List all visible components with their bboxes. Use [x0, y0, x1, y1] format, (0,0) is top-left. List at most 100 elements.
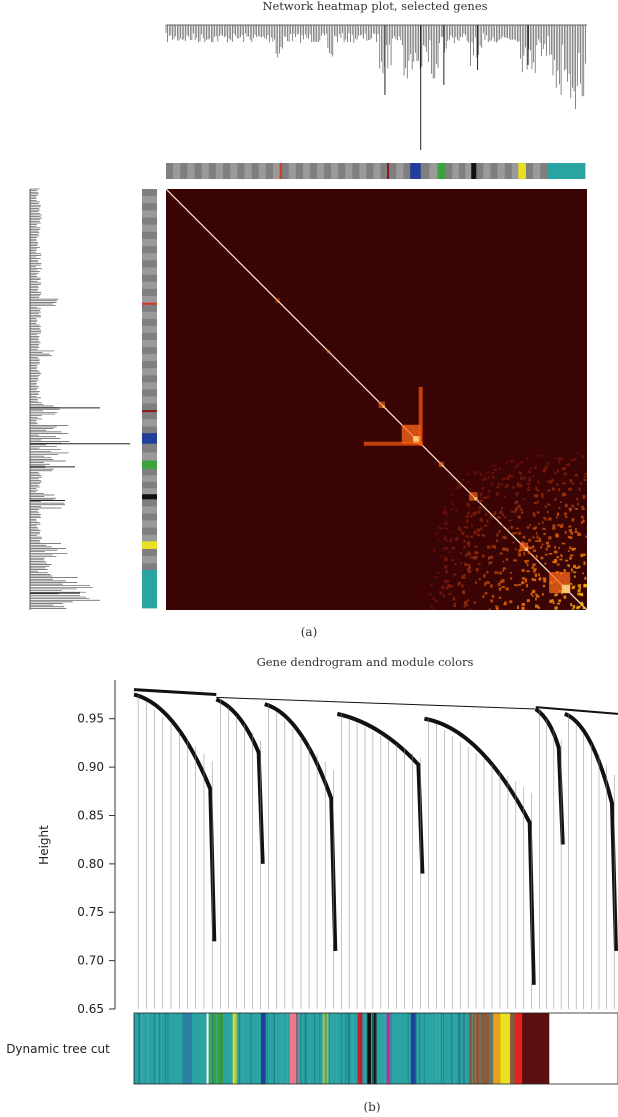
color-row-stripe [321, 1013, 323, 1084]
heatmap-cell [445, 512, 448, 515]
heatmap-cell [572, 605, 576, 609]
top-bar-segment [309, 163, 318, 179]
heatmap-cell [552, 524, 556, 528]
dendro-cluster [534, 707, 565, 845]
y-tick-label: 0.85 [77, 808, 104, 822]
heatmap-diagonal [166, 189, 587, 610]
color-row-stripe [234, 1013, 236, 1084]
heatmap-cell [472, 512, 476, 517]
heatmap-cell [467, 504, 470, 509]
heatmap-cell [506, 548, 509, 552]
heatmap-cell [555, 457, 558, 460]
color-row-stripe [156, 1013, 158, 1084]
y-tick-label: 0.75 [77, 905, 104, 919]
heatmap-cell [502, 567, 507, 570]
heatmap-cell [499, 586, 502, 589]
heatmap-cell [534, 466, 537, 470]
heatmap-cell [568, 564, 570, 568]
heatmap-module-block [519, 542, 529, 552]
color-row-stripe [423, 1013, 425, 1084]
heatmap-cell [527, 470, 530, 473]
heatmap-cell [464, 562, 468, 566]
heatmap-cell [543, 516, 546, 519]
color-row-segment [510, 1013, 516, 1084]
heatmap-cell [535, 486, 538, 490]
heatmap-cell [452, 597, 456, 601]
heatmap-cell [554, 471, 557, 475]
heatmap-cell [499, 510, 503, 514]
heatmap-cell [532, 578, 537, 582]
top-bar-segment [194, 163, 202, 179]
color-row-stripe [458, 1013, 459, 1084]
heatmap-cell [547, 503, 551, 506]
color-row-stripe [389, 1013, 391, 1084]
heatmap-cell [442, 510, 446, 515]
heatmap-cell [448, 593, 452, 596]
top-bar-segment [345, 163, 353, 179]
heatmap-cell [510, 526, 514, 529]
heatmap-cell [568, 529, 573, 532]
color-row-stripe [463, 1013, 465, 1084]
left-bar-segment [142, 570, 157, 609]
heatmap-cell [531, 566, 535, 569]
left-bar-segment [142, 361, 157, 369]
heatmap-cell [517, 515, 521, 518]
color-row-stripe [242, 1013, 243, 1084]
heatmap-cell [510, 571, 512, 574]
heatmap-cell [558, 506, 561, 509]
heatmap-cell [484, 474, 486, 477]
heatmap-cell [570, 568, 573, 572]
heatmap-cell [504, 484, 508, 489]
heatmap-cell [478, 506, 482, 510]
left-bar-segment [142, 318, 157, 327]
left-bar-segment [142, 304, 157, 313]
left-bar-segment [142, 426, 157, 434]
heatmap-module-block [275, 298, 280, 303]
top-bar-segment [389, 163, 397, 179]
top-bar-segment [445, 163, 453, 179]
heatmap-cell [506, 477, 509, 480]
heatmap-cell [480, 527, 483, 531]
top-bar-segment [251, 163, 260, 179]
heatmap-cell [446, 522, 448, 525]
y-axis-ticks: 0.65 0.70 0.75 0.80 0.85 0.90 0.95 [77, 712, 115, 1016]
top-bar-segment [410, 163, 422, 179]
heatmap-cell [533, 501, 537, 505]
heatmap-cell [546, 465, 548, 469]
heatmap-cell [532, 511, 535, 514]
color-row-stripe [422, 1013, 424, 1084]
heatmap-cell [536, 489, 540, 492]
left-bar-segment [142, 534, 157, 543]
heatmap-cell [445, 539, 449, 542]
heatmap-cell [526, 488, 531, 491]
heatmap-cell [571, 587, 575, 590]
heatmap-cell [456, 487, 461, 490]
heatmap-cell [515, 584, 518, 587]
y-tick-label: 0.80 [77, 857, 104, 871]
heatmap-cell [434, 599, 438, 603]
heatmap-cell [575, 567, 579, 569]
heatmap-cell [559, 457, 564, 461]
heatmap-cell [455, 487, 458, 490]
color-row-stripe [138, 1013, 139, 1084]
color-row-segment [362, 1013, 368, 1084]
heatmap-cell [559, 558, 563, 561]
top-bar-segment [366, 163, 374, 179]
heatmap-cell [577, 565, 581, 569]
heatmap-cell [532, 475, 534, 478]
left-bar-segment [142, 460, 157, 470]
color-row-stripe [441, 1013, 443, 1084]
color-row-stripe [243, 1013, 245, 1084]
color-row-stripe [479, 1013, 481, 1084]
heatmap-cell [549, 480, 553, 484]
heatmap-cell [553, 550, 558, 554]
color-row-stripe [250, 1013, 252, 1084]
heatmap-cell [571, 482, 575, 485]
heatmap-cell [536, 511, 540, 514]
heatmap-cell [441, 586, 445, 590]
heatmap-cell [524, 559, 528, 562]
color-row-stripe [459, 1013, 460, 1084]
heatmap-title: Network heatmap plot, selected genes [262, 0, 487, 13]
color-row-segment [289, 1013, 300, 1084]
heatmap-cell [546, 480, 549, 483]
